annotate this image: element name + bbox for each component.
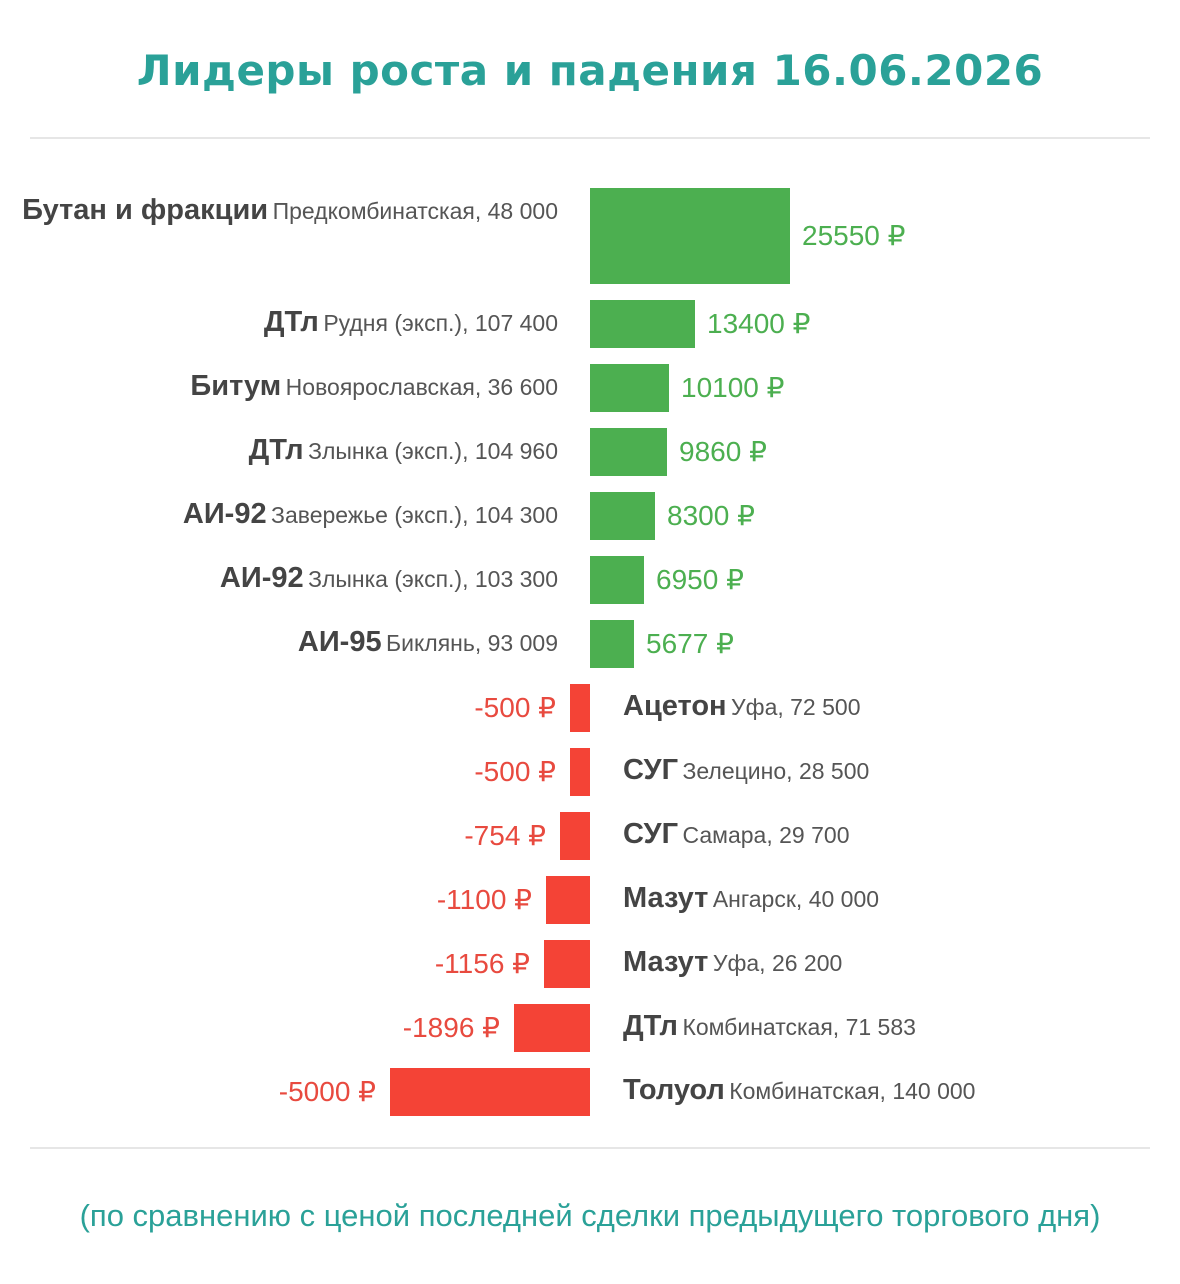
value-label-3: 10100 ₽ [681, 372, 785, 403]
product-name: ДТл [623, 1010, 678, 1042]
location-name: Ангарск [712, 886, 796, 912]
bar-2 [590, 300, 695, 348]
value-label-8: -500 ₽ [474, 692, 556, 723]
price-value: 48 000 [487, 198, 558, 224]
bar-3 [590, 364, 669, 412]
bar-10 [560, 812, 590, 860]
product-name: АИ-92 [219, 562, 304, 594]
product-name: СУГ [623, 754, 679, 786]
category-label-12: Мазут Уфа, 26 200 [623, 946, 843, 978]
product-name: ДТл [263, 306, 319, 338]
value-label-6: 6950 ₽ [656, 564, 744, 595]
product-name: ДТл [248, 434, 304, 466]
location-name: Новоярославская [285, 374, 475, 400]
value-label-5: 8300 ₽ [667, 500, 755, 531]
value-label-7: 5677 ₽ [646, 628, 734, 659]
top-divider [30, 137, 1150, 139]
product-name: Толуол [623, 1074, 725, 1106]
bar-8 [570, 684, 590, 732]
product-name: Мазут [623, 882, 709, 914]
location-name: Злынка (эксп.) [308, 438, 463, 464]
location-name: Предкомбинатская [272, 198, 475, 224]
value-label-10: -754 ₽ [464, 820, 546, 851]
bar-5 [590, 492, 655, 540]
location-name: Злынка (эксп.) [308, 566, 463, 592]
category-label-13: ДТл Комбинатская, 71 583 [623, 1010, 916, 1042]
price-value: 71 583 [845, 1014, 916, 1040]
product-name: Битум [190, 370, 282, 402]
chart-title: Лидеры роста и падения 16.06.2026 [136, 46, 1044, 95]
location-name: Биклянь [386, 630, 475, 656]
category-label-2: ДТл Рудня (эксп.), 107 400 [263, 306, 558, 338]
category-label-6: АИ-92 Злынка (эксп.), 103 300 [219, 562, 558, 594]
category-label-14: Толуол Комбинатская, 140 000 [623, 1074, 976, 1106]
bar-9 [570, 748, 590, 796]
bar-1 [590, 188, 790, 284]
category-label-4: ДТл Злынка (эксп.), 104 960 [248, 434, 558, 466]
location-name: Самара [682, 822, 767, 848]
product-name: Мазут [623, 946, 709, 978]
product-name: СУГ [623, 818, 679, 850]
value-label-13: -1896 ₽ [402, 1012, 500, 1043]
bar-13 [514, 1004, 590, 1052]
price-value: 36 600 [487, 374, 558, 400]
value-label-4: 9860 ₽ [679, 436, 767, 467]
bar-12 [544, 940, 590, 988]
category-label-5: АИ-92 Завережье (эксп.), 104 300 [182, 498, 558, 530]
price-value: 107 400 [474, 310, 558, 336]
location-name: Комбинатская [729, 1078, 880, 1104]
location-name: Завережье (эксп.) [271, 502, 463, 528]
price-value: 28 500 [798, 758, 870, 784]
value-label-12: -1156 ₽ [434, 948, 530, 979]
bottom-divider [30, 1147, 1150, 1149]
location-name: Уфа [731, 694, 778, 720]
location-name: Зелецино [682, 758, 787, 784]
location-name: Уфа [712, 950, 760, 976]
category-label-9: СУГ Зелецино, 28 500 [623, 754, 870, 786]
bar-4 [590, 428, 667, 476]
product-name: АИ-92 [182, 498, 267, 530]
price-value: 104 300 [474, 502, 558, 528]
product-name: Бутан и фракции [22, 194, 269, 226]
price-value: 104 960 [474, 438, 558, 464]
value-label-1: 25550 ₽ [802, 220, 906, 251]
category-label-11: Мазут Ангарск, 40 000 [623, 882, 880, 914]
value-label-11: -1100 ₽ [436, 884, 532, 915]
bar-6 [590, 556, 644, 604]
location-name: Рудня (эксп.) [323, 310, 463, 336]
price-value: 40 000 [808, 886, 880, 912]
price-value: 140 000 [892, 1078, 976, 1104]
bar-7 [590, 620, 634, 668]
price-value: 103 300 [474, 566, 558, 592]
bar-chart: 25550 ₽ Бутан и фракции Предкомбинатская,… [0, 150, 1180, 1140]
category-label-3: Битум Новоярославская, 36 600 [190, 370, 558, 402]
chart-footnote: (по сравнению с ценой последней сделки п… [79, 1198, 1101, 1233]
value-label-9: -500 ₽ [474, 756, 556, 787]
bar-14 [390, 1068, 590, 1116]
category-label-1: Бутан и фракции Предкомбинатская, 48 000 [22, 194, 558, 226]
value-label-2: 13400 ₽ [707, 308, 811, 339]
category-label-7: АИ-95 Биклянь, 93 009 [297, 626, 558, 658]
price-value: 93 009 [487, 630, 558, 656]
value-label-14: -5000 ₽ [278, 1076, 376, 1107]
bar-11 [546, 876, 590, 924]
location-name: Комбинатская [682, 1014, 833, 1040]
category-label-10: СУГ Самара, 29 700 [623, 818, 850, 850]
price-value: 29 700 [779, 822, 850, 848]
price-value: 72 500 [790, 694, 861, 720]
category-label-8: Ацетон Уфа, 72 500 [623, 690, 861, 722]
price-value: 26 200 [771, 950, 843, 976]
product-name: АИ-95 [297, 626, 382, 658]
product-name: Ацетон [623, 690, 727, 722]
